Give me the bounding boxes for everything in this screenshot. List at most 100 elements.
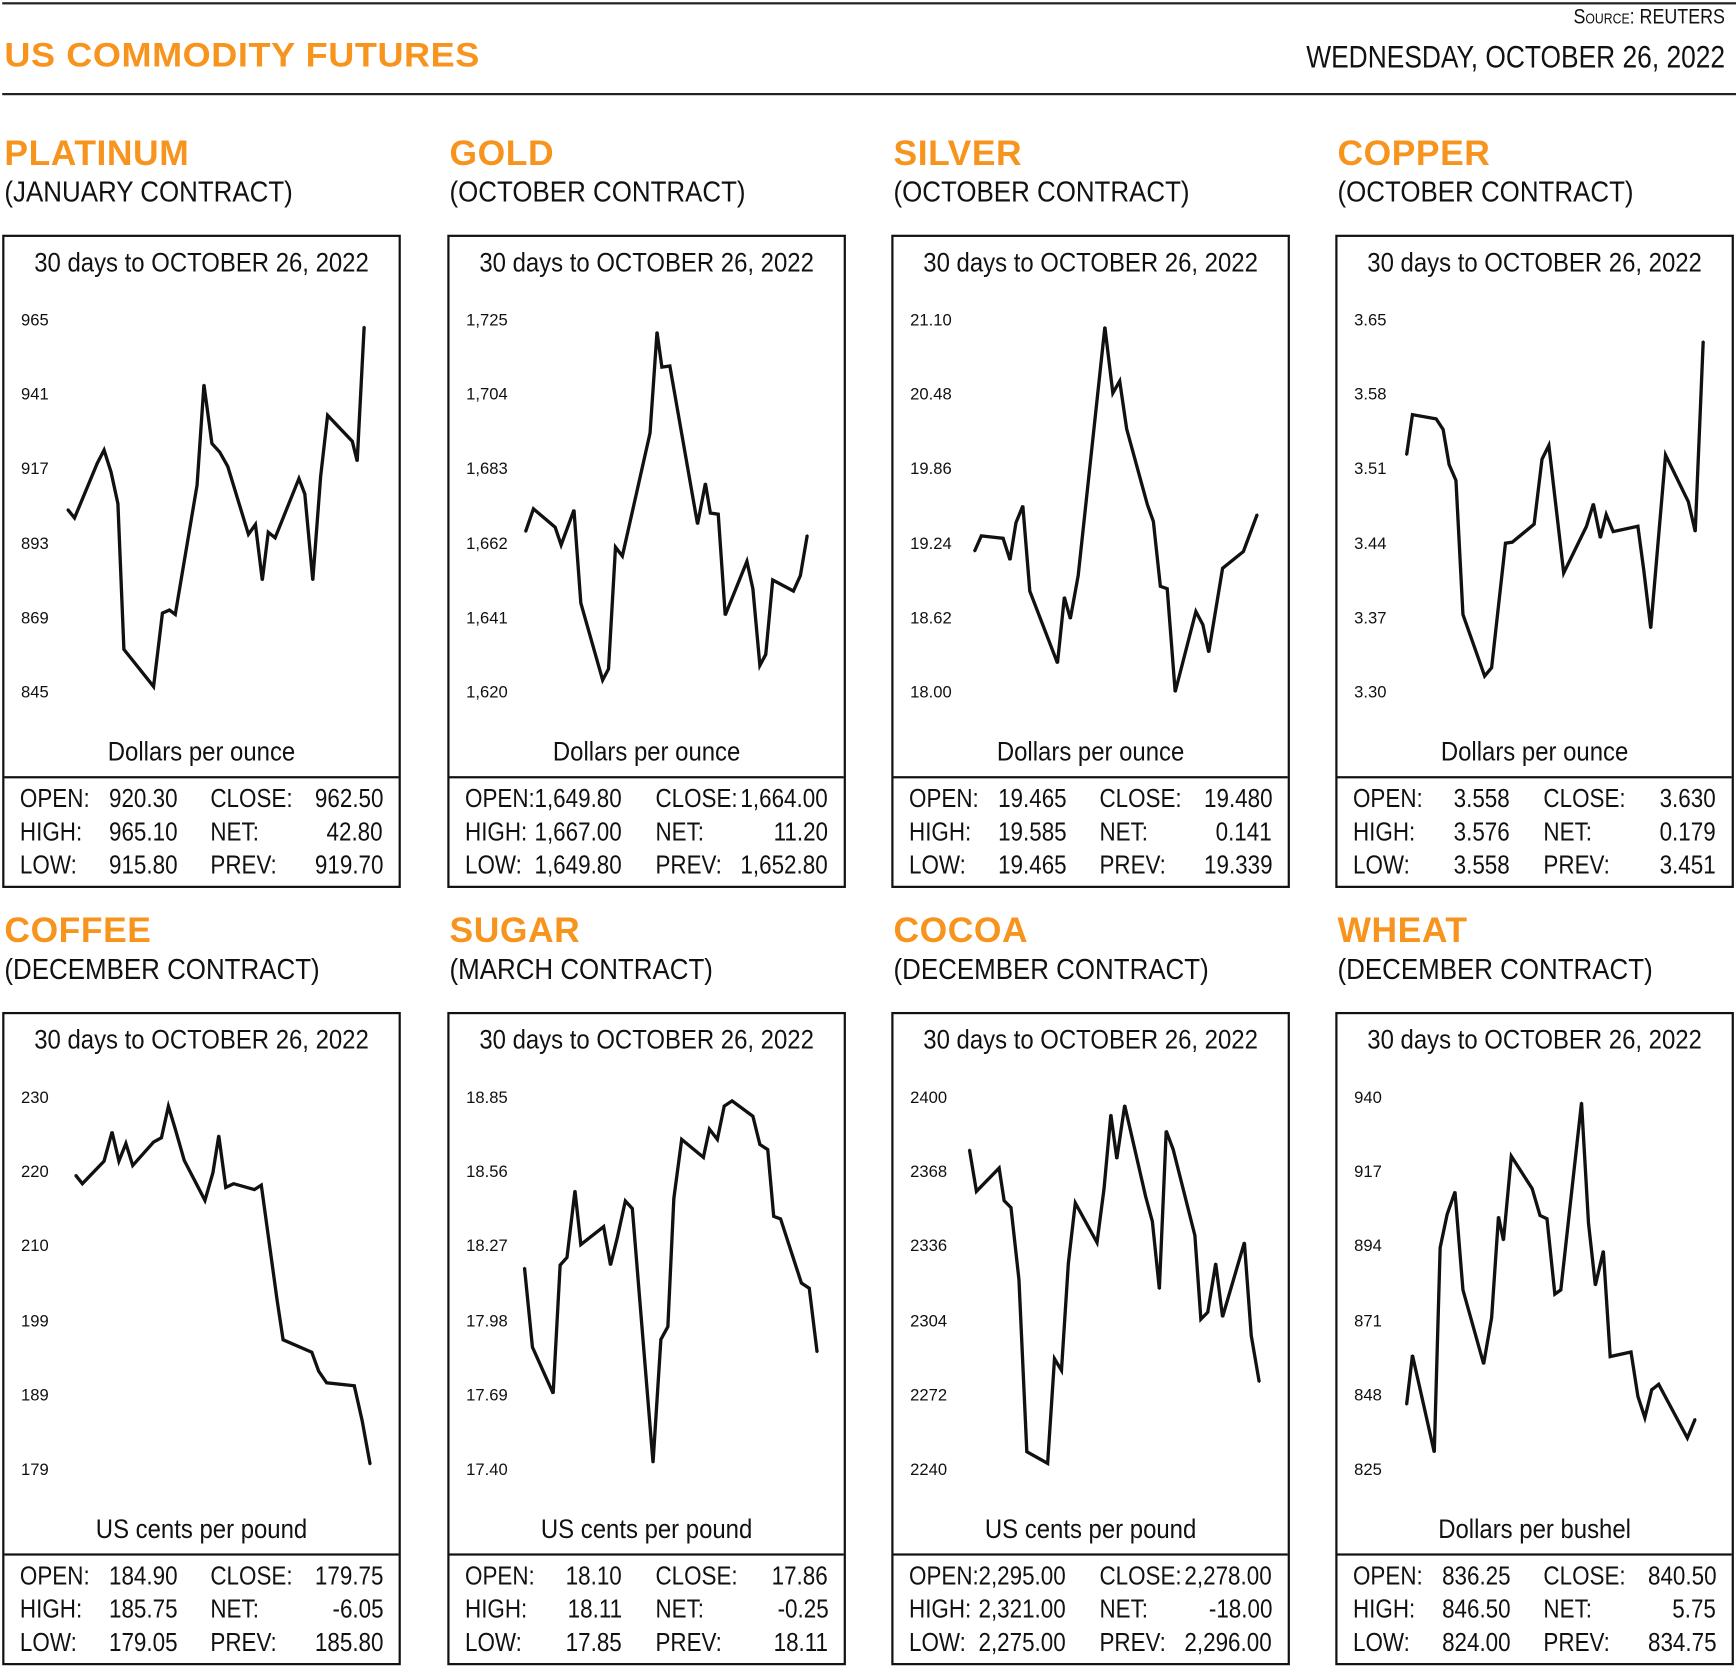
- stat-value-close: 840.50: [1647, 1561, 1717, 1590]
- price-point: [317, 1370, 320, 1373]
- stat-label-net: NET:: [655, 1594, 705, 1624]
- price-point: [666, 1325, 669, 1328]
- price-point: [1694, 530, 1697, 533]
- price-point: [660, 366, 663, 369]
- price-point: [1118, 380, 1121, 382]
- price-point: [1159, 585, 1162, 588]
- price-point: [1448, 463, 1450, 466]
- stats-divider: [4, 1553, 399, 1556]
- price-point: [1482, 1363, 1485, 1365]
- price-point: [1650, 1388, 1653, 1391]
- price-point: [103, 449, 105, 451]
- y-tick-label: 1,641: [466, 608, 508, 628]
- price-point: [1442, 428, 1445, 431]
- stat-value-open: 1,649.80: [535, 783, 623, 813]
- stat-label-prev: PREV:: [210, 1627, 277, 1657]
- y-tick-label: 18.85: [466, 1088, 508, 1108]
- stat-label-open: OPEN:: [1352, 1561, 1423, 1590]
- price-point: [1510, 1155, 1513, 1158]
- y-tick-label: 3.37: [1354, 608, 1387, 628]
- price-point: [217, 1134, 220, 1137]
- y-tick-label: 3.51: [1354, 459, 1387, 479]
- stat-value-open: 184.90: [108, 1561, 178, 1590]
- price-point: [110, 471, 112, 473]
- y-tick-label: 18.56: [466, 1162, 508, 1182]
- stat-label-open: OPEN:: [465, 1561, 535, 1590]
- contract-month: (JANUARY CONTRACT): [4, 174, 293, 209]
- stat-label-prev: PREV:: [655, 850, 722, 880]
- price-point: [806, 534, 809, 536]
- y-tick-label: 3.65: [1354, 311, 1387, 330]
- stat-label-high: HIGH:: [909, 1594, 972, 1624]
- chart-subtitle: 30 days to OCTOBER 26, 2022: [479, 1025, 814, 1056]
- stat-value-close: 962.50: [314, 783, 384, 813]
- price-point: [1405, 454, 1408, 456]
- stats-divider: [1337, 776, 1732, 779]
- price-point: [524, 531, 527, 533]
- price-point: [532, 507, 535, 510]
- y-tick-label: 18.00: [910, 683, 952, 702]
- price-point: [973, 550, 976, 553]
- stat-label-prev: PREV:: [655, 1627, 722, 1657]
- stat-value-low: 19.465: [997, 850, 1067, 880]
- chart-subtitle: 30 days to OCTOBER 26, 2022: [34, 1025, 369, 1056]
- price-point: [1221, 567, 1224, 570]
- y-tick-label: 17.40: [466, 1460, 508, 1480]
- price-point: [1559, 1289, 1562, 1291]
- y-tick-label: 893: [21, 534, 49, 554]
- stats-divider: [1337, 1553, 1732, 1556]
- y-tick-label: 869: [21, 608, 49, 628]
- price-point: [1172, 1148, 1175, 1151]
- stat-label-high: HIGH:: [19, 817, 83, 846]
- y-tick-label: 3.30: [1354, 683, 1387, 702]
- price-point: [1541, 458, 1543, 461]
- stat-label-net: NET:: [1543, 817, 1593, 846]
- y-tick-label: 179: [21, 1460, 49, 1480]
- commodity-name: SUGAR: [449, 910, 581, 950]
- stat-label-close: CLOSE:: [1543, 783, 1626, 813]
- stat-value-low: 3.558: [1454, 850, 1511, 880]
- price-point: [1199, 1318, 1202, 1321]
- stat-value-close: 19.480: [1203, 783, 1273, 813]
- stat-label-net: NET:: [1099, 817, 1149, 846]
- stat-value-high: 19.585: [997, 817, 1067, 846]
- price-point: [1074, 1202, 1077, 1204]
- stat-label-low: LOW:: [1352, 850, 1410, 880]
- price-point: [1553, 1293, 1556, 1295]
- price-point: [552, 1392, 555, 1395]
- stat-value-high: 965.10: [108, 817, 178, 846]
- chart-subtitle: 30 days to OCTOBER 26, 2022: [34, 248, 369, 278]
- stat-label-low: LOW:: [909, 850, 966, 880]
- stat-label-net: NET:: [210, 817, 259, 846]
- price-point: [1539, 1214, 1541, 1217]
- stat-value-open: 3.558: [1454, 783, 1511, 813]
- price-point: [1433, 1451, 1436, 1454]
- stat-value-close: 3.630: [1660, 783, 1717, 813]
- price-point: [276, 1299, 279, 1302]
- price-point: [1636, 1395, 1639, 1398]
- stat-value-prev: 1,652.80: [740, 850, 829, 880]
- price-point: [152, 685, 155, 688]
- price-point: [1146, 503, 1149, 506]
- stat-value-open: 18.10: [566, 1561, 623, 1590]
- price-point: [1411, 1354, 1414, 1357]
- y-tick-label: 1,662: [466, 534, 508, 554]
- unit-label: Dollars per ounce: [107, 737, 296, 768]
- commodity-name: COFFEE: [4, 910, 152, 950]
- price-point: [660, 1338, 662, 1341]
- chart-subtitle: 30 days to OCTOBER 26, 2022: [923, 248, 1258, 278]
- price-point: [816, 1351, 818, 1354]
- price-point: [1046, 1462, 1049, 1465]
- chart-box: 30 days to OCTOBER 26, 2022 940 917 894 871 8…: [1335, 1011, 1734, 1666]
- price-plot: [66, 325, 366, 691]
- price-point: [1256, 513, 1259, 516]
- price-plot: [967, 1104, 1261, 1467]
- price-point: [968, 1148, 971, 1151]
- price-point: [724, 614, 727, 617]
- price-point: [1195, 610, 1197, 613]
- price-point: [1533, 523, 1536, 526]
- commodity-panel-wheat: WHEAT (DECEMBER CONTRACT) 30 days to OCTOB…: [1335, 910, 1734, 1674]
- price-point: [1609, 1355, 1612, 1358]
- price-point: [616, 1235, 619, 1238]
- y-tick-label: 917: [21, 459, 49, 479]
